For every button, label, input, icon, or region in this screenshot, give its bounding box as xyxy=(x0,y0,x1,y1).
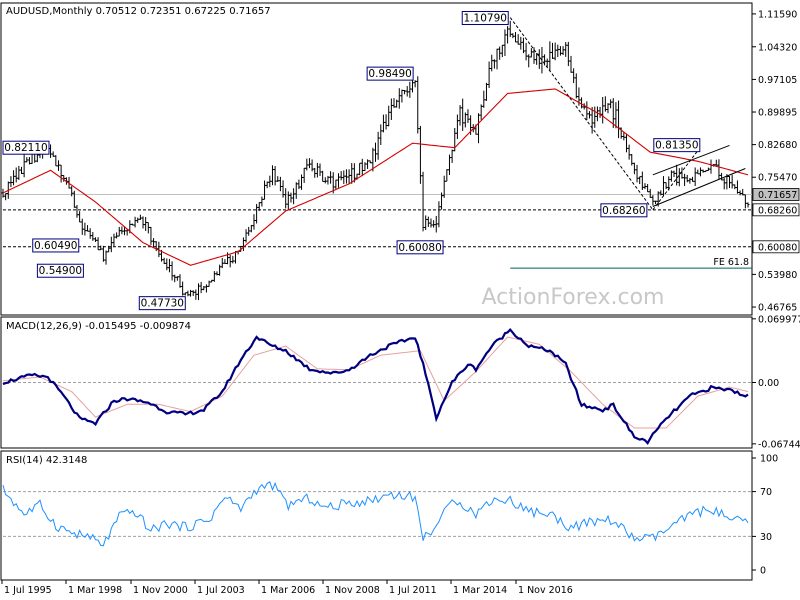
annotation-label: 0.68260 xyxy=(602,205,645,217)
price-pane-frame xyxy=(0,2,753,316)
price-y-tick-label: 0.53980 xyxy=(758,270,797,281)
fe-level-label: FE 61.8 xyxy=(713,257,749,268)
annotation-label: 0.60080 xyxy=(398,242,441,254)
price-y-tick-label: 0.89895 xyxy=(758,108,797,119)
x-tick-label: 1 Mar 1998 xyxy=(68,585,122,596)
rsi-pane-frame xyxy=(0,450,753,581)
price-y-tick-label: 1.11590 xyxy=(758,9,797,20)
x-tick-label: 1 Nov 2016 xyxy=(518,585,573,596)
x-tick-label: 1 Jul 1995 xyxy=(4,585,52,596)
macd-y-tick-label: 0.069977 xyxy=(758,314,800,325)
price-y-tick-label: 0.46765 xyxy=(758,303,797,314)
price-y-tick-label: 1.04320 xyxy=(758,42,797,53)
macd-y-tick-label: -0.067448 xyxy=(758,439,800,450)
moving-average-line xyxy=(2,88,749,266)
macd-y-tick-label: 0.00 xyxy=(758,378,779,389)
rsi-y-tick-label: 30 xyxy=(760,532,772,543)
price-level-tag-label: 0.71657 xyxy=(758,190,797,201)
x-tick-label: 1 Nov 2008 xyxy=(325,585,380,596)
rsi-y-tick-label: 70 xyxy=(760,487,772,498)
watermark: ActionForex.com xyxy=(482,285,665,310)
annotation-box xyxy=(36,263,84,278)
price-y-tick-label: 0.97105 xyxy=(758,75,797,86)
annotation-box xyxy=(138,296,186,311)
trendline xyxy=(509,17,654,211)
annotation-label: 0.98490 xyxy=(368,68,411,80)
annotation-label: 0.81350 xyxy=(655,140,698,152)
annotation-label: 1.10790 xyxy=(464,13,507,25)
rsi-header: RSI(14) 42.3148 xyxy=(6,455,87,466)
annotation-box xyxy=(600,203,648,218)
annotation-label: 0.54900 xyxy=(39,265,82,277)
price-level-tag xyxy=(752,240,800,254)
price-header: AUDUSD,Monthly 0.70512 0.72351 0.67225 0… xyxy=(6,6,271,17)
price-y-tick-label: 0.75470 xyxy=(758,173,797,184)
annotation-box xyxy=(653,138,701,153)
trendline xyxy=(652,168,746,207)
annotation-box xyxy=(366,66,414,81)
x-tick-label: 1 Nov 2000 xyxy=(133,585,188,596)
price-level-tag xyxy=(752,203,800,217)
price-level-tag-label: 0.60080 xyxy=(758,242,797,253)
macd-line xyxy=(2,327,749,445)
annotation-box xyxy=(32,238,80,253)
x-tick-label: 1 Jul 2003 xyxy=(197,585,245,596)
macd-header: MACD(12,26,9) -0.015495 -0.009874 xyxy=(6,321,191,332)
annotation-box xyxy=(2,140,50,155)
x-tick-label: 1 Jul 2011 xyxy=(389,585,437,596)
rsi-y-tick-label: 0 xyxy=(760,566,766,577)
annotation-box xyxy=(396,240,444,255)
rsi-line xyxy=(2,481,749,547)
price-level-tag-label: 0.68260 xyxy=(758,205,797,216)
annotation-label: 0.60490 xyxy=(34,240,77,252)
x-tick-label: 1 Mar 2014 xyxy=(453,585,507,596)
price-y-tick-label: 0.82680 xyxy=(758,140,797,151)
x-tick-label: 1 Mar 2006 xyxy=(261,585,315,596)
price-level-tag xyxy=(752,188,800,201)
rsi-y-tick-label: 100 xyxy=(760,454,778,465)
annotation-box xyxy=(461,11,509,26)
annotation-label: 0.82110 xyxy=(4,142,47,154)
trendline xyxy=(652,144,730,176)
annotation-label: 0.47730 xyxy=(141,298,184,310)
ohlc-bars xyxy=(1,20,750,301)
